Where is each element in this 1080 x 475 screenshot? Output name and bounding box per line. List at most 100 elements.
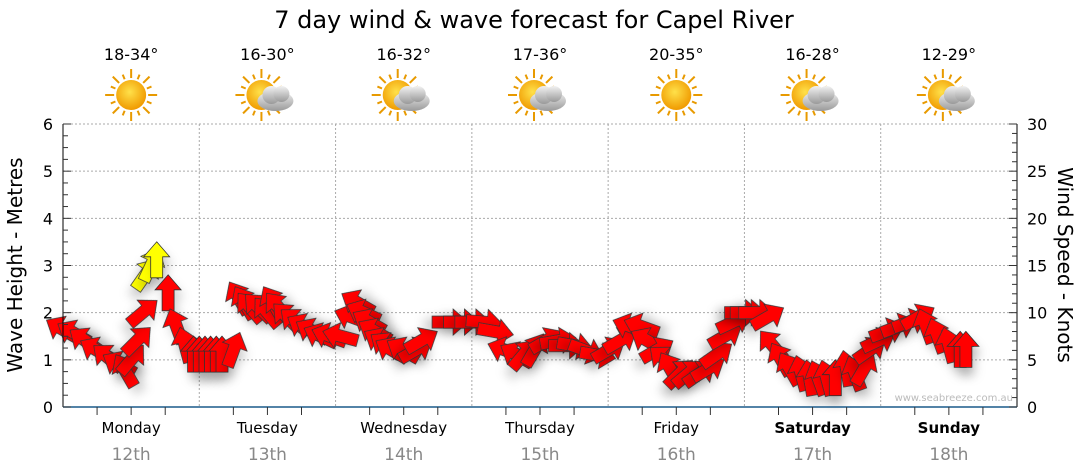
wind-arrow xyxy=(119,327,151,358)
cloud-part xyxy=(409,86,426,102)
sun-ray xyxy=(817,75,826,84)
wind-arrows xyxy=(46,241,980,398)
date-label: 17th xyxy=(793,445,832,465)
temperature-label: 16-30° xyxy=(240,45,295,64)
wind-arrow xyxy=(125,299,158,329)
grid xyxy=(63,123,1017,407)
date-label: 15th xyxy=(520,445,559,465)
y-tick-label-left: 2 xyxy=(43,304,53,323)
sun-ray xyxy=(681,74,686,80)
sun-ray xyxy=(666,110,671,116)
sun-ray xyxy=(524,110,529,116)
sun-ray xyxy=(785,100,792,105)
cloud-icon xyxy=(257,86,294,111)
sun-ray xyxy=(142,75,151,84)
sun-ray xyxy=(409,75,417,84)
sun-ray xyxy=(513,85,519,90)
sun-ray xyxy=(514,75,523,84)
y-tick-label-left: 6 xyxy=(43,115,53,134)
sun-ray xyxy=(655,100,661,105)
day-label: Saturday xyxy=(774,419,851,437)
watermark: www.seabreeze.com.au xyxy=(895,393,1013,404)
sun-ray xyxy=(112,75,120,84)
sun-ray xyxy=(388,110,393,116)
temperature-label: 16-32° xyxy=(376,45,431,64)
sun-ray xyxy=(514,106,523,115)
sun-ray xyxy=(785,85,792,90)
wind-arrow xyxy=(142,241,171,279)
temperature-label: 12-29° xyxy=(922,45,977,64)
sun-ray xyxy=(691,85,697,90)
sun-ray xyxy=(377,85,383,90)
sun-ray xyxy=(403,74,408,80)
cloud-part xyxy=(818,86,835,102)
sun-ray xyxy=(657,75,665,84)
y-tick-label-right: 5 xyxy=(1027,351,1037,370)
sun-ray xyxy=(923,75,932,84)
wind-arrow xyxy=(601,327,637,356)
sun-icon xyxy=(650,69,703,121)
sun-ray xyxy=(146,100,152,105)
sun-ray xyxy=(121,110,126,116)
y-tick-label-left: 0 xyxy=(43,398,53,417)
y-axis-left-label: Wave Height - Metres xyxy=(3,157,27,372)
sun-ray xyxy=(933,74,938,80)
sun-icon xyxy=(105,69,158,121)
sun-ray xyxy=(954,75,962,84)
sun-ray xyxy=(112,106,120,115)
sun-ray xyxy=(655,85,661,90)
sun-ray xyxy=(812,74,816,80)
day-label: Monday xyxy=(102,419,161,437)
y-tick-label-left: 5 xyxy=(43,162,53,181)
y-tick-label-left: 1 xyxy=(43,351,53,370)
sun-ray xyxy=(136,110,141,116)
date-label: 14th xyxy=(384,445,423,465)
sun-ray xyxy=(136,74,141,80)
sun-cloud-icon xyxy=(780,69,839,121)
day-label: Tuesday xyxy=(236,419,298,437)
sun-ray xyxy=(388,74,393,80)
temperature-label: 16-28° xyxy=(785,45,840,64)
chart-title: 7 day wind & wave forecast for Capel Riv… xyxy=(274,6,794,34)
sun-ray xyxy=(687,106,696,115)
sun-ray xyxy=(267,74,271,80)
sun-ray xyxy=(252,110,256,116)
wind-arrow xyxy=(402,327,438,356)
sun-ray xyxy=(378,106,387,115)
cloud-icon xyxy=(802,86,839,111)
sun-ray xyxy=(378,75,387,84)
sun-disc xyxy=(116,80,147,110)
y-tick-label-right: 30 xyxy=(1027,115,1047,134)
temperature-label: 17-36° xyxy=(513,45,568,64)
sun-ray xyxy=(657,106,665,115)
wind-arrow xyxy=(952,330,980,368)
y-axis-right-label: Wind Speed - Knots xyxy=(1053,167,1077,363)
sun-ray xyxy=(948,110,953,116)
cloud-part xyxy=(954,86,971,102)
sun-ray xyxy=(812,110,816,116)
sun-ray xyxy=(787,75,796,84)
cloud-icon xyxy=(938,86,975,111)
day-label: Wednesday xyxy=(360,419,447,437)
wind-arrow xyxy=(322,321,360,349)
sun-ray xyxy=(242,75,251,84)
sun-ray xyxy=(681,110,686,116)
y-tick-label-left: 4 xyxy=(43,209,53,228)
sun-ray xyxy=(403,110,408,116)
cloud-part xyxy=(273,86,290,102)
sun-ray xyxy=(267,110,271,116)
sun-ray xyxy=(121,74,126,80)
sun-ray xyxy=(922,85,928,90)
wind-arrow xyxy=(748,303,785,332)
date-label: 16th xyxy=(657,445,696,465)
y-tick-label-right: 20 xyxy=(1027,209,1047,228)
sun-cloud-icon xyxy=(508,69,566,121)
cloud-icon xyxy=(393,86,430,111)
y-tick-label-right: 10 xyxy=(1027,304,1047,323)
y-tick-label-right: 25 xyxy=(1027,162,1047,181)
sun-ray xyxy=(545,75,554,84)
temperature-label: 18-34° xyxy=(104,45,159,64)
sun-ray xyxy=(110,100,116,105)
sun-ray xyxy=(797,110,801,116)
